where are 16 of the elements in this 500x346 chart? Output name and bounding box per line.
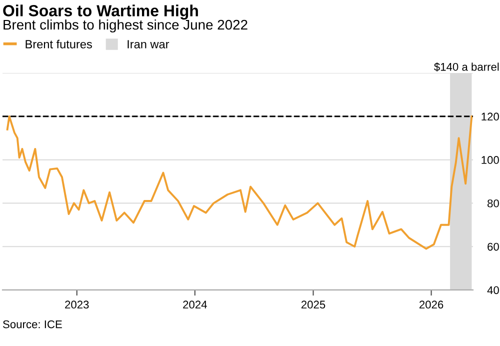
- legend-label: Brent futures: [26, 40, 92, 48]
- line-series: [6, 115, 473, 250]
- y-tick-label: 40: [487, 286, 499, 294]
- y-tick-label: $140 a barrel: [434, 62, 499, 72]
- y-tick-label: 80: [488, 199, 499, 208]
- y-tick-label: 120: [482, 112, 499, 121]
- x-tick-label: 2025: [301, 300, 326, 309]
- x-tick-label: 2026: [419, 300, 444, 309]
- y-tick-label: 60: [488, 242, 499, 251]
- legend-label: Iran war: [128, 40, 170, 48]
- chart-title: Oil Soars to Wartime High: [3, 4, 198, 20]
- source-note: Source: ICE: [3, 320, 62, 328]
- y-tick-label: 100: [482, 156, 499, 164]
- x-tick-label: 2024: [183, 300, 207, 309]
- x-tick-label: 2023: [65, 300, 89, 309]
- chart-subtitle: Brent climbs to highest since June 2022: [4, 19, 248, 32]
